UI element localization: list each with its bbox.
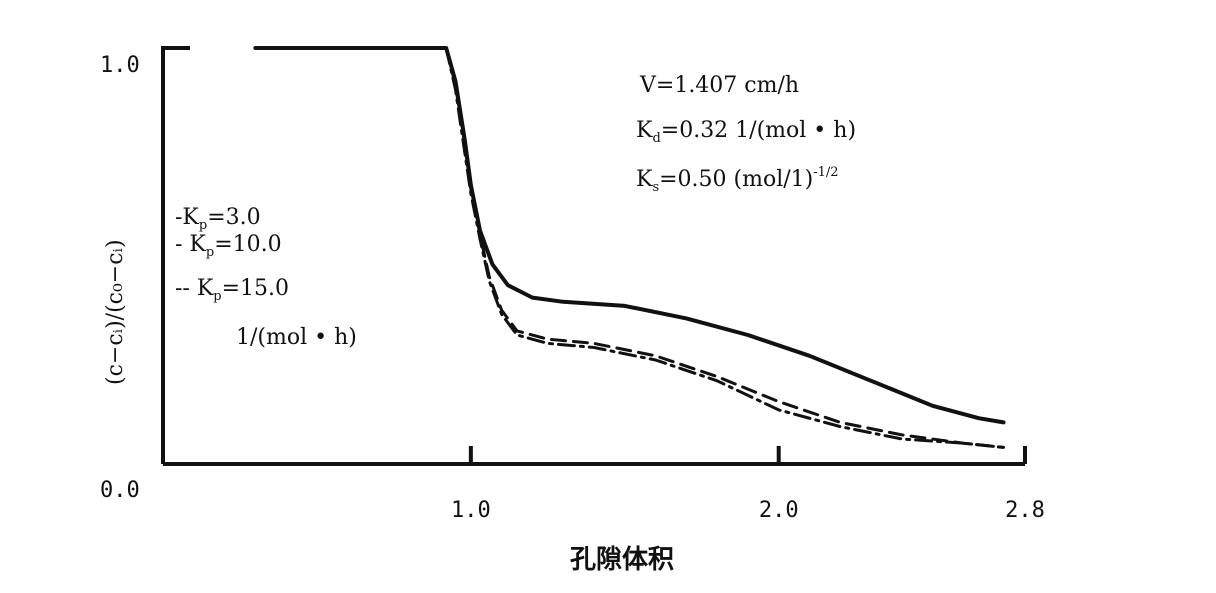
parameter-annotations: V=1.407 cm/h Kd=0.32 1/(mol • h) Ks=0.50… [636,73,856,195]
series-layer [253,46,1006,449]
legend-unit: 1/(mol • h) [236,325,357,350]
annotation-velocity: V=1.407 cm/h [639,73,799,98]
legend-entry-2: - Kp=10.0 [175,232,282,260]
series-line-solid [253,46,1006,425]
annotation-ks: Ks=0.50 (mol/1)-1/2 [636,165,839,195]
y-tick-label-top: 1.0 [100,53,140,78]
legend-entry-1: -Kp=3.0 [175,205,261,233]
y-tick-label-bottom: 0.0 [100,478,140,503]
x-ticks: 1.0 2.0 2.8 [451,446,1045,523]
y-axis-label: (c−cᵢ)/(c₀−cᵢ) [103,239,128,385]
x-axis-label: 孔隙体积 [570,545,674,575]
legend: -Kp=3.0 - Kp=10.0 -- Kp=15.0 1/(mol • h) [175,205,357,350]
series-line-dashed [444,46,1005,449]
annotation-kd: Kd=0.32 1/(mol • h) [636,118,856,146]
series-line-dashdot [444,46,1005,449]
x-tick-label: 2.8 [1005,498,1045,523]
x-tick-label: 2.0 [759,498,799,523]
legend-entry-3: -- Kp=15.0 [175,276,289,304]
x-tick-label: 1.0 [451,498,491,523]
